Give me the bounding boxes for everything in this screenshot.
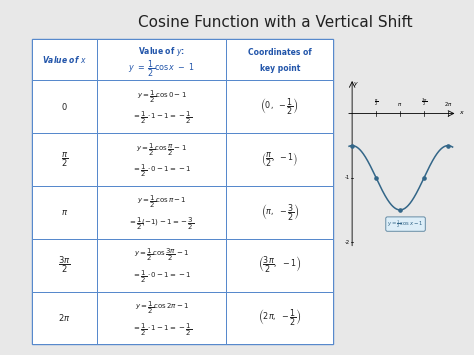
Bar	[227, 186, 333, 239]
Text: $y = \dfrac{1}{2}\cos 0 - 1$: $y = \dfrac{1}{2}\cos 0 - 1$	[137, 88, 187, 105]
Text: $\frac{\pi}{2}$: $\frac{\pi}{2}$	[374, 98, 378, 108]
Bar	[97, 39, 227, 80]
Text: $\left(\dfrac{\pi}{2},\ -1\right)$: $\left(\dfrac{\pi}{2},\ -1\right)$	[261, 150, 299, 169]
Bar	[32, 291, 97, 344]
Text: $\dfrac{\pi}{2}$: $\dfrac{\pi}{2}$	[61, 150, 68, 169]
Text: Cosine Function with a Vertical Shift: Cosine Function with a Vertical Shift	[137, 15, 412, 30]
Bar	[32, 133, 97, 186]
Text: $\left(\pi,\ -\dfrac{3}{2}\right)$: $\left(\pi,\ -\dfrac{3}{2}\right)$	[261, 202, 299, 223]
Bar	[97, 133, 227, 186]
Text: $= \dfrac{1}{2}\cdot 0 - 1 = -1$: $= \dfrac{1}{2}\cdot 0 - 1 = -1$	[132, 163, 191, 179]
Text: $\left(\dfrac{3\pi}{2},\ -1\right)$: $\left(\dfrac{3\pi}{2},\ -1\right)$	[258, 255, 301, 275]
Text: -2: -2	[345, 240, 350, 245]
Text: $y = \dfrac{1}{2}\cos 2\pi - 1$: $y = \dfrac{1}{2}\cos 2\pi - 1$	[135, 300, 189, 316]
Bar	[227, 239, 333, 291]
Text: $2\pi$: $2\pi$	[58, 312, 71, 323]
Text: $y = \dfrac{1}{2}\cos\dfrac{3\pi}{2} - 1$: $y = \dfrac{1}{2}\cos\dfrac{3\pi}{2} - 1…	[134, 247, 189, 263]
Bar	[227, 291, 333, 344]
Bar	[227, 39, 333, 80]
Text: $2\pi$: $2\pi$	[444, 100, 452, 108]
Text: $x$: $x$	[459, 109, 465, 116]
Text: $y = \dfrac{1}{2}\cos\dfrac{\pi}{2} - 1$: $y = \dfrac{1}{2}\cos\dfrac{\pi}{2} - 1$	[136, 141, 187, 158]
Bar	[32, 39, 97, 80]
Text: $= \dfrac{1}{2}\cdot 1 - 1 = -\dfrac{1}{2}$: $= \dfrac{1}{2}\cdot 1 - 1 = -\dfrac{1}{…	[132, 322, 191, 338]
Text: $\left(0,\ -\dfrac{1}{2}\right)$: $\left(0,\ -\dfrac{1}{2}\right)$	[260, 97, 299, 117]
Bar	[32, 80, 97, 133]
Bar	[97, 80, 227, 133]
Text: $\left(2\pi,\ -\dfrac{1}{2}\right)$: $\left(2\pi,\ -\dfrac{1}{2}\right)$	[258, 308, 301, 328]
Bar	[227, 80, 333, 133]
Text: $\dfrac{3\pi}{2}$: $\dfrac{3\pi}{2}$	[58, 255, 71, 275]
Text: $\pi$: $\pi$	[61, 208, 68, 217]
Text: -1: -1	[345, 175, 350, 180]
Text: key point: key point	[260, 64, 300, 73]
Bar	[32, 239, 97, 291]
Text: $y$: $y$	[353, 80, 359, 88]
Bar	[227, 133, 333, 186]
Text: Value of $y$:: Value of $y$:	[138, 45, 185, 58]
Bar	[32, 186, 97, 239]
Text: $y = \dfrac{1}{2}\cos\pi - 1$: $y = \dfrac{1}{2}\cos\pi - 1$	[137, 194, 187, 211]
Text: Value of $x$: Value of $x$	[42, 54, 87, 65]
Text: $y=\frac{1}{2}\cos x-1$: $y=\frac{1}{2}\cos x-1$	[387, 218, 424, 230]
Bar	[97, 239, 227, 291]
Bar	[97, 186, 227, 239]
Text: $= \dfrac{1}{2}\cdot 0 - 1 = -1$: $= \dfrac{1}{2}\cdot 0 - 1 = -1$	[132, 269, 191, 285]
Text: Coordinates of: Coordinates of	[248, 48, 312, 57]
Text: $0$: $0$	[61, 101, 68, 112]
Text: $= \dfrac{1}{2}(-1) - 1 = -\dfrac{3}{2}$: $= \dfrac{1}{2}(-1) - 1 = -\dfrac{3}{2}$	[128, 216, 195, 232]
Text: $\frac{3\pi}{2}$: $\frac{3\pi}{2}$	[421, 97, 428, 108]
Bar	[97, 291, 227, 344]
Text: $\pi$: $\pi$	[397, 101, 403, 108]
Text: $= \dfrac{1}{2}\cdot 1 - 1 = -\dfrac{1}{2}$: $= \dfrac{1}{2}\cdot 1 - 1 = -\dfrac{1}{…	[132, 110, 191, 126]
Text: $y\ =\ \dfrac{1}{2}\cos x\ -\ 1$: $y\ =\ \dfrac{1}{2}\cos x\ -\ 1$	[128, 59, 195, 79]
